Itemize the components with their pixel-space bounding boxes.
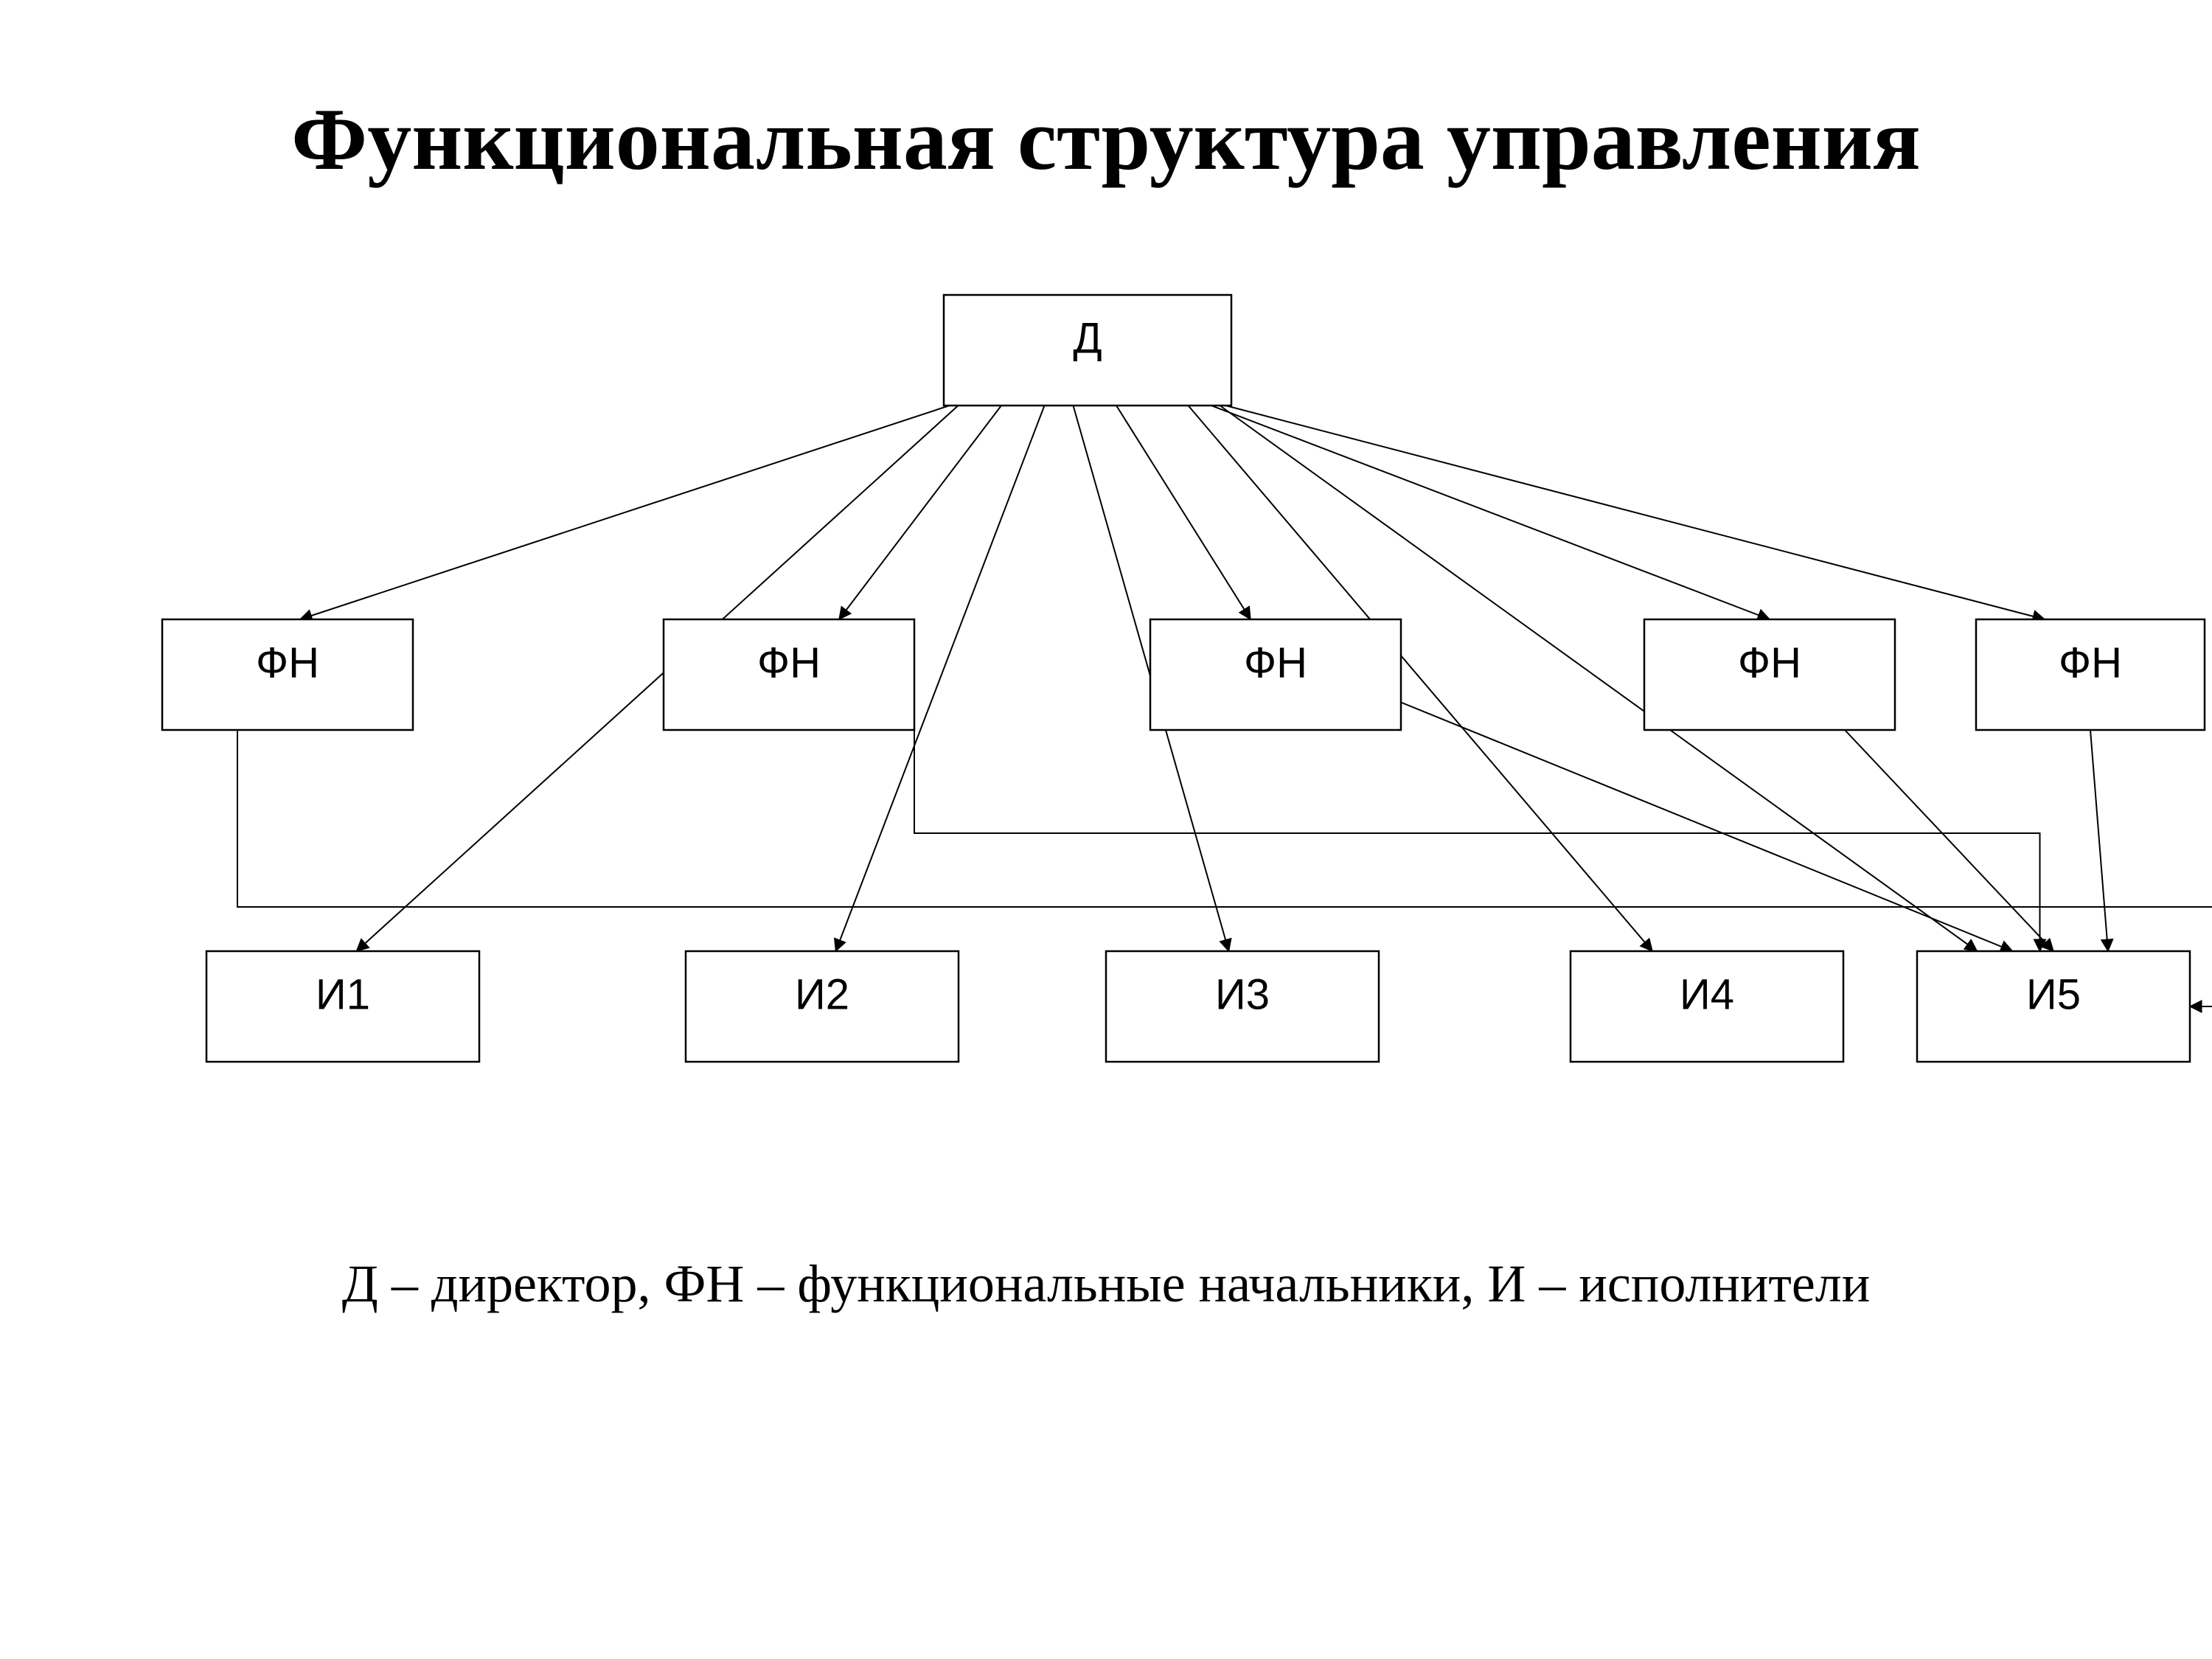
edge-FN2-I5 xyxy=(914,697,2040,951)
node-label-I2: И2 xyxy=(795,970,849,1018)
node-label-I5: И5 xyxy=(2026,970,2081,1018)
edge-FN5-I5 xyxy=(2090,730,2108,951)
node-label-FN2: ФН xyxy=(757,639,821,686)
node-I2: И2 xyxy=(686,951,959,1062)
edge-D-FN1 xyxy=(300,406,950,619)
node-label-FN3: ФН xyxy=(1244,639,1307,686)
node-D: Д xyxy=(944,295,1231,406)
node-label-I1: И1 xyxy=(316,970,370,1018)
org-chart-diagram: Д ФН ФН ФН ФН ФН И1 И2 И3 И4 И5 xyxy=(0,0,2212,1659)
node-I3: И3 xyxy=(1106,951,1379,1062)
legend-text: Д – директор, ФН – функциональные началь… xyxy=(0,1253,2212,1315)
node-label-I3: И3 xyxy=(1215,970,1270,1018)
node-FN1: ФН xyxy=(162,619,413,730)
node-label-FN5: ФН xyxy=(2059,639,2122,686)
node-I1: И1 xyxy=(206,951,479,1062)
edge-D-FN3 xyxy=(1116,406,1251,619)
node-label-I4: И4 xyxy=(1680,970,1734,1018)
node-FN3: ФН xyxy=(1150,619,1401,730)
edge-D-FN2 xyxy=(839,406,1001,619)
node-label-FN1: ФН xyxy=(256,639,319,686)
edge-FN3-I5 xyxy=(1401,703,2013,952)
node-FN5: ФН xyxy=(1976,619,2205,730)
node-label-D: Д xyxy=(1073,314,1102,362)
node-I5: И5 xyxy=(1917,951,2190,1062)
edge-D-FN5 xyxy=(1225,406,2045,619)
edge-D-FN4 xyxy=(1211,406,1770,619)
node-FN2: ФН xyxy=(664,619,914,730)
node-label-FN4: ФН xyxy=(1738,639,1801,686)
boxes-layer: Д ФН ФН ФН ФН ФН И1 И2 И3 И4 И5 xyxy=(162,295,2205,1062)
node-I4: И4 xyxy=(1571,951,1843,1062)
node-FN4: ФН xyxy=(1644,619,1895,730)
edge-FN4-I5 xyxy=(1845,730,2053,951)
